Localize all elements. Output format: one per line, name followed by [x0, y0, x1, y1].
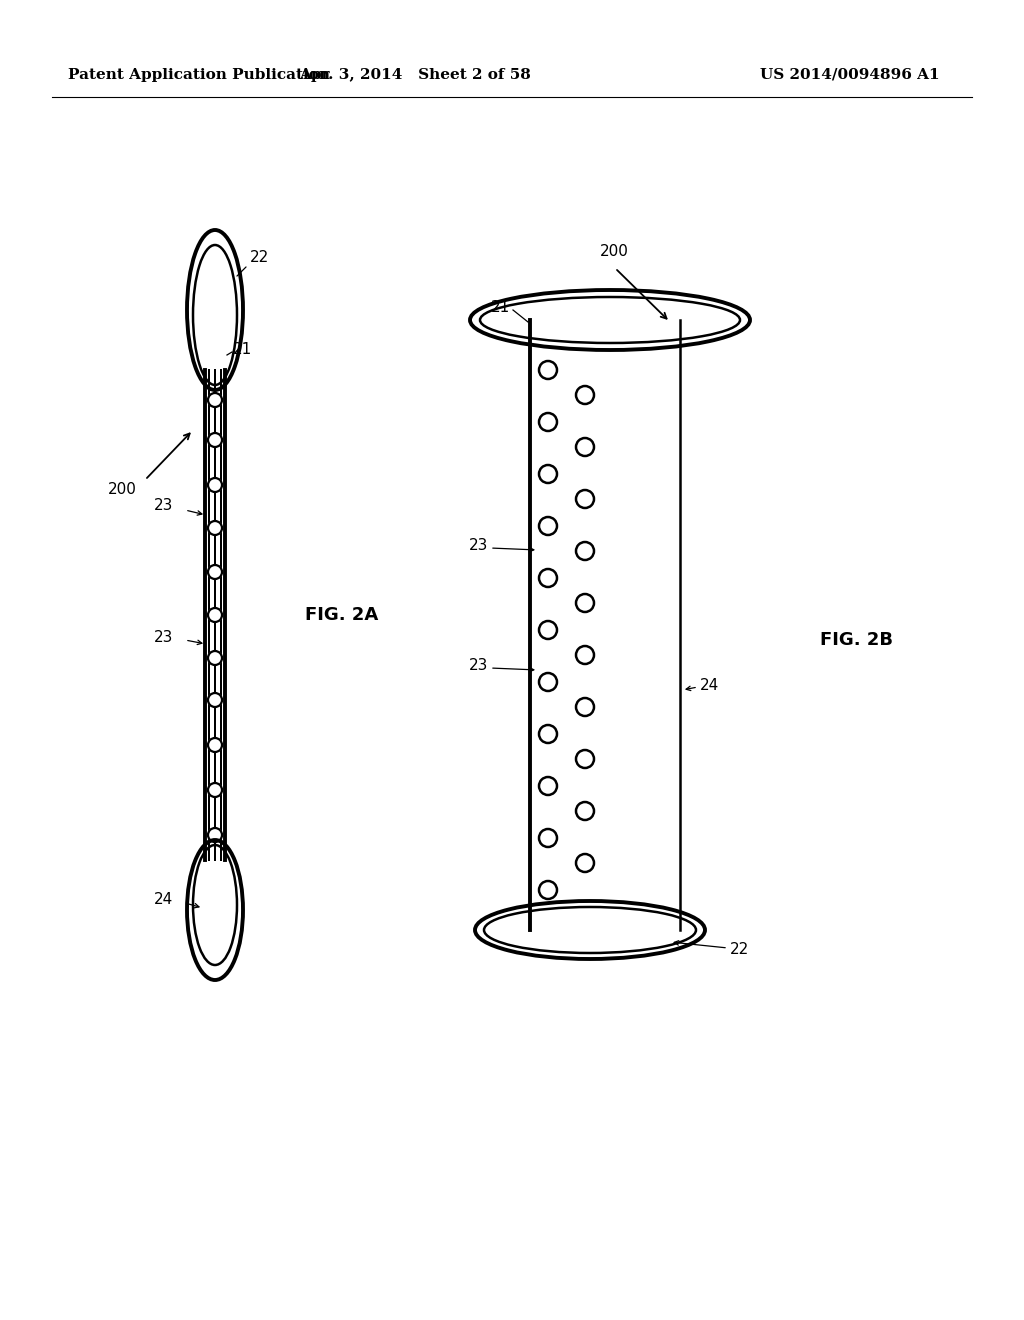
Circle shape — [208, 393, 222, 407]
Text: 200: 200 — [109, 483, 137, 498]
Circle shape — [208, 693, 222, 708]
Circle shape — [575, 750, 594, 768]
Circle shape — [208, 565, 222, 579]
Text: 21: 21 — [233, 342, 252, 358]
Text: FIG. 2A: FIG. 2A — [305, 606, 378, 624]
Circle shape — [539, 673, 557, 690]
Circle shape — [575, 385, 594, 404]
Text: 23: 23 — [154, 498, 173, 512]
Circle shape — [539, 880, 557, 899]
Circle shape — [208, 433, 222, 447]
Text: FIG. 2B: FIG. 2B — [820, 631, 893, 649]
Circle shape — [539, 569, 557, 587]
Circle shape — [539, 777, 557, 795]
Circle shape — [575, 645, 594, 664]
Circle shape — [208, 609, 222, 622]
Circle shape — [539, 829, 557, 847]
Circle shape — [539, 465, 557, 483]
Circle shape — [539, 725, 557, 743]
Circle shape — [208, 521, 222, 535]
Circle shape — [539, 517, 557, 535]
Circle shape — [539, 620, 557, 639]
Circle shape — [208, 738, 222, 752]
Text: 24: 24 — [154, 892, 173, 908]
Text: 24: 24 — [700, 677, 719, 693]
Circle shape — [539, 360, 557, 379]
Text: 23: 23 — [469, 537, 488, 553]
Circle shape — [208, 651, 222, 665]
Circle shape — [575, 438, 594, 455]
Circle shape — [208, 783, 222, 797]
Circle shape — [208, 478, 222, 492]
Circle shape — [575, 854, 594, 873]
Circle shape — [575, 803, 594, 820]
Text: 21: 21 — [490, 301, 510, 315]
Text: US 2014/0094896 A1: US 2014/0094896 A1 — [760, 69, 940, 82]
Text: 22: 22 — [250, 251, 269, 265]
Text: 23: 23 — [154, 630, 173, 644]
Text: 23: 23 — [469, 657, 488, 672]
Circle shape — [575, 594, 594, 612]
Circle shape — [208, 828, 222, 842]
Text: 200: 200 — [600, 244, 629, 260]
Text: Patent Application Publication: Patent Application Publication — [68, 69, 330, 82]
Circle shape — [575, 698, 594, 715]
Text: Apr. 3, 2014   Sheet 2 of 58: Apr. 3, 2014 Sheet 2 of 58 — [299, 69, 530, 82]
Circle shape — [575, 543, 594, 560]
Circle shape — [575, 490, 594, 508]
Circle shape — [539, 413, 557, 432]
Text: 22: 22 — [730, 942, 750, 957]
